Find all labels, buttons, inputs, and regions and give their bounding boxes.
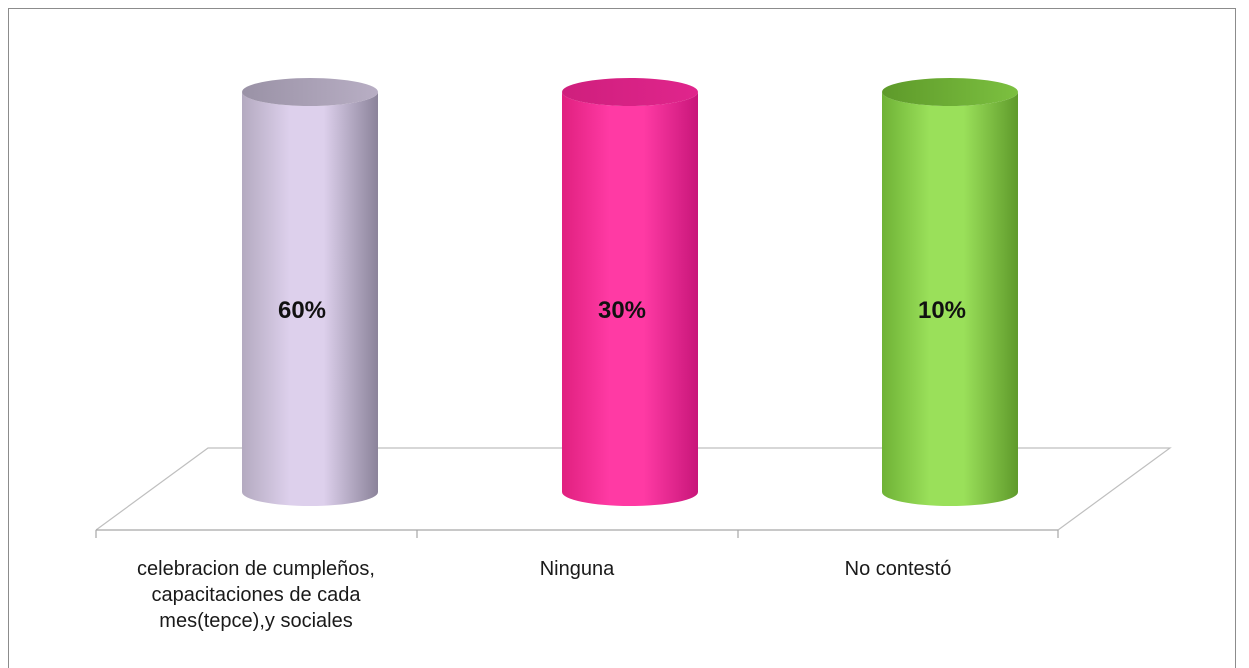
data-label: 60% bbox=[278, 297, 326, 324]
data-label: 30% bbox=[598, 297, 646, 324]
bar: 30% bbox=[562, 78, 698, 506]
bar-top bbox=[242, 78, 378, 106]
x-tick-label-line: mes(tepce),y sociales bbox=[159, 610, 353, 632]
x-tick-label-line: celebracion de cumpleños, bbox=[137, 558, 375, 580]
x-tick-label-line: capacitaciones de cada bbox=[151, 584, 361, 606]
data-label: 10% bbox=[918, 297, 966, 324]
bar-body bbox=[562, 92, 698, 506]
bar-body bbox=[242, 92, 378, 506]
x-tick-label-line: No contestó bbox=[844, 558, 952, 580]
bar-body bbox=[882, 92, 1018, 506]
bar: 60% bbox=[242, 78, 378, 506]
x-tick-label-line: Ninguna bbox=[539, 558, 615, 580]
x-tick-label: celebracion de cumpleños, capacitaciones … bbox=[106, 556, 406, 634]
bar-top bbox=[882, 78, 1018, 106]
bar-top bbox=[562, 78, 698, 106]
bar: 10% bbox=[882, 78, 1018, 506]
x-tick-label: No contestó bbox=[748, 556, 1048, 582]
x-tick-label: Ninguna bbox=[427, 556, 727, 582]
